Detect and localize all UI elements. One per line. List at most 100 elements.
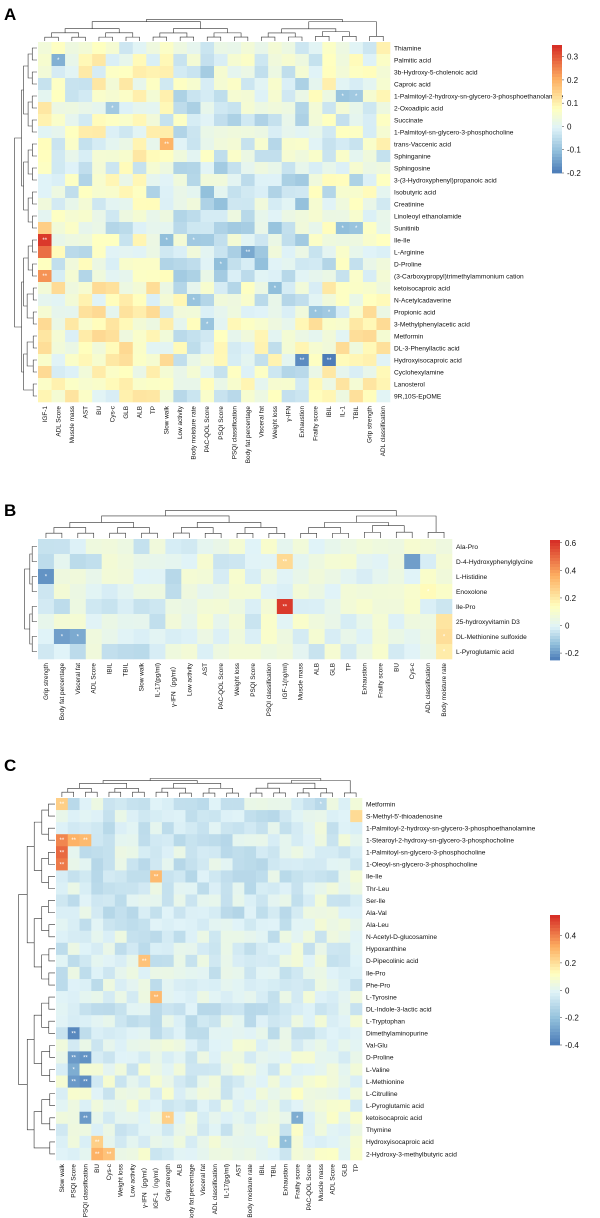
heatmap-cell [241, 186, 255, 199]
heatmap-cell [78, 42, 93, 55]
heatmap-cell [38, 54, 52, 67]
column-dendrogram-branch [288, 36, 303, 41]
column-label: PSQI classification [231, 406, 238, 460]
heatmap-cell [303, 810, 316, 823]
heatmap-cell [276, 599, 294, 615]
heatmap-cell [159, 390, 174, 403]
heatmap-cell [214, 378, 228, 391]
heatmap-cell [322, 246, 337, 259]
heatmap-cell [254, 258, 269, 271]
heatmap-cell [436, 614, 453, 630]
heatmap-cell [173, 342, 188, 355]
heatmap-cell [119, 198, 134, 211]
heatmap-cell [65, 198, 79, 211]
heatmap-cell [322, 78, 337, 91]
heatmap-cell [281, 42, 296, 55]
heatmap-cell [220, 1087, 233, 1100]
heatmap-cell [279, 991, 292, 1004]
heatmap-cell [133, 584, 150, 600]
heatmap-cell [232, 1075, 245, 1088]
heatmap-cell [308, 318, 323, 331]
heatmap-cell [197, 1027, 210, 1040]
heatmap-cell [67, 1147, 80, 1161]
heatmap-cell [78, 138, 93, 151]
heatmap-cell [65, 234, 79, 247]
heatmap-cell [335, 294, 350, 307]
heatmap-cell [126, 858, 139, 871]
heatmap-cell [67, 882, 80, 895]
heatmap-cell [138, 954, 151, 968]
heatmap-cell [78, 282, 93, 295]
heatmap-cell [376, 42, 391, 55]
heatmap-cell [51, 306, 66, 319]
heatmap-cell [173, 294, 188, 307]
heatmap-cell [308, 126, 323, 139]
heatmap-cell [114, 966, 127, 980]
heatmap-cell [268, 246, 282, 259]
heatmap-cell [181, 644, 198, 660]
heatmap-cell [267, 966, 280, 980]
heatmap-panel-b: ******* * **Ala-ProD-4-Hydroxyphenylglycin… [24, 510, 579, 720]
heatmap-cell [308, 66, 323, 79]
heatmap-cell [256, 810, 269, 823]
heatmap-cell [326, 858, 339, 871]
heatmap-cell [326, 1075, 339, 1088]
heatmap-cell [197, 1123, 210, 1137]
heatmap-cell [276, 554, 294, 570]
heatmap-cell [291, 1087, 304, 1100]
heatmap-cell [404, 629, 421, 645]
row-dendrogram-branch [48, 876, 55, 889]
heatmap-cell [51, 186, 66, 199]
heatmap-cell [133, 539, 150, 555]
heatmap-cell [79, 858, 92, 871]
heatmap-cell [200, 378, 215, 391]
heatmap-cell [314, 1099, 327, 1113]
heatmap-cell [132, 318, 147, 331]
column-label: TBIL [353, 406, 360, 420]
heatmap-cell [92, 198, 106, 211]
heatmap-cell [185, 882, 198, 895]
heatmap-cell [92, 294, 106, 307]
heatmap-cell [303, 822, 316, 835]
heatmap-cell [214, 174, 228, 187]
heatmap-cell [232, 942, 245, 956]
legend-swatch [550, 576, 560, 580]
legend-swatch [550, 928, 560, 932]
heatmap-cell [165, 539, 182, 555]
heatmap-cell [376, 114, 391, 127]
heatmap-cell [114, 1147, 127, 1161]
heatmap-cell [78, 342, 93, 355]
heatmap-cell [281, 210, 296, 223]
heatmap-cell [267, 1087, 280, 1100]
heatmap-cell [220, 954, 233, 968]
heatmap-cell [229, 569, 246, 585]
heatmap-cell [200, 174, 215, 187]
heatmap-cell [101, 539, 118, 555]
heatmap-cell [303, 1039, 316, 1052]
heatmap-cell [388, 539, 405, 555]
heatmap-cell [173, 1123, 186, 1137]
heatmap-cell [105, 78, 120, 91]
heatmap-cell [338, 1003, 351, 1016]
heatmap-cell [350, 870, 363, 883]
heatmap-cell [220, 1051, 233, 1064]
heatmap-cell [322, 138, 337, 151]
heatmap-cell [326, 882, 339, 895]
heatmap-cell [117, 599, 134, 615]
heatmap-cell [303, 894, 316, 907]
row-dendrogram-branch [32, 311, 37, 325]
heatmap-cell [227, 246, 242, 259]
heatmap-cell [350, 1147, 363, 1161]
heatmap-cell [267, 894, 280, 907]
heatmap-cell [303, 918, 316, 932]
heatmap-cell [308, 584, 325, 600]
heatmap-cell [91, 822, 104, 835]
heatmap-cell [268, 102, 282, 115]
row-label: Phe-Pro [366, 982, 391, 989]
heatmap-cell [197, 991, 210, 1004]
heatmap-cell [53, 554, 71, 570]
heatmap-cell [214, 354, 228, 367]
heatmap-cell [105, 150, 120, 163]
heatmap-cell [267, 930, 280, 944]
heatmap-cell [209, 1111, 222, 1125]
